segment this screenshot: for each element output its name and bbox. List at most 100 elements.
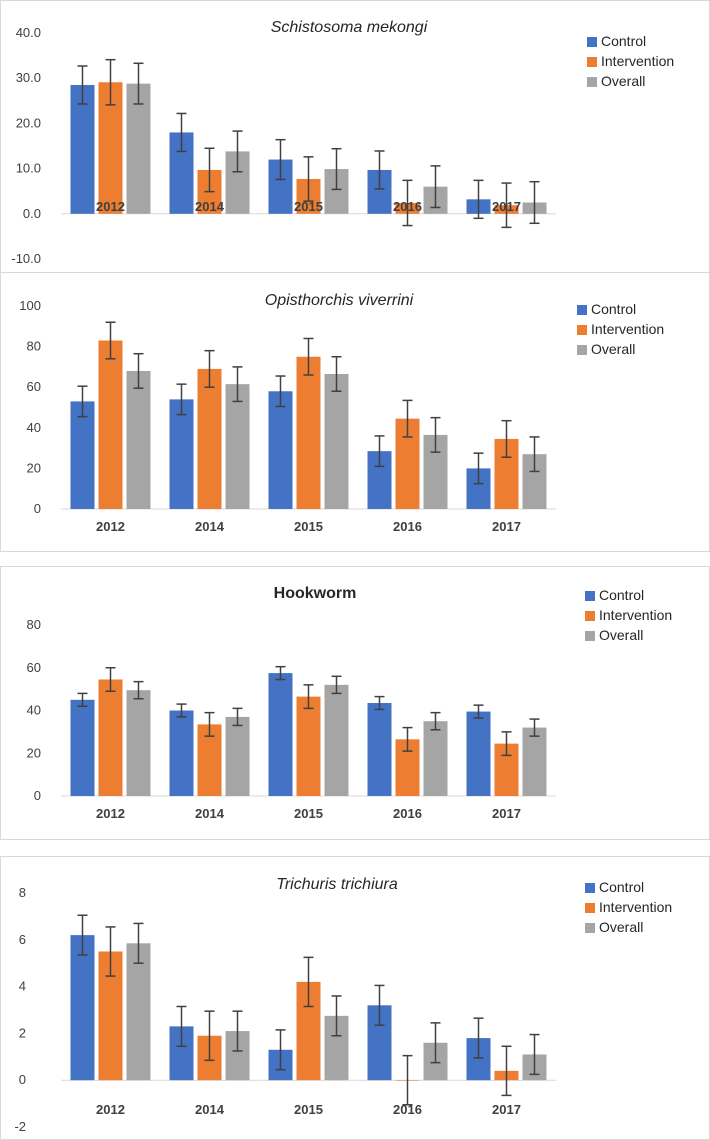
legend-swatch-control: [585, 883, 595, 893]
bar-overall-2012: [126, 943, 151, 1081]
y-tick-label: 40: [27, 420, 41, 435]
legend-label-intervention: Intervention: [599, 899, 672, 915]
bar-overall-2017: [522, 727, 547, 796]
y-tick-label: 0: [34, 501, 41, 516]
x-category-label: 2014: [195, 519, 225, 534]
legend-label-overall: Overall: [601, 73, 645, 89]
x-category-label: 2015: [294, 199, 323, 214]
legend-swatch-overall: [587, 77, 597, 87]
chart-panel-schistosoma: -10.0 0.0 10.0 20.0 30.0 40.0 Schistosoma meko…: [0, 0, 710, 273]
bar-overall-2014: [225, 716, 250, 796]
bar-intervention-2015: [296, 696, 321, 796]
x-category-label: 2016: [393, 806, 422, 821]
y-tick-label: 80: [27, 617, 41, 632]
chart-title: Schistosoma mekongi: [271, 19, 428, 36]
x-category-label: 2014: [195, 199, 225, 214]
y-tick-label: 0: [19, 1072, 26, 1087]
y-tick-label: -10.0: [11, 251, 41, 266]
legend-swatch-overall: [585, 631, 595, 641]
legend-swatch-intervention: [577, 325, 587, 335]
legend-label-control: Control: [591, 301, 636, 317]
y-tick-label: 30.0: [16, 70, 41, 85]
bar-control-2012: [70, 401, 95, 509]
legend-swatch-control: [585, 591, 595, 601]
bar-control-2012: [70, 935, 95, 1081]
y-tick-label: 20.0: [16, 115, 41, 130]
x-category-label: 2012: [96, 199, 125, 214]
chart-title: Opisthorchis viverrini: [265, 292, 414, 309]
legend-label-intervention: Intervention: [591, 321, 664, 337]
y-tick-label: 60: [27, 660, 41, 675]
x-category-label: 2012: [96, 1102, 125, 1117]
y-tick-label: 2: [19, 1025, 26, 1040]
x-category-label: 2016: [393, 519, 422, 534]
y-tick-label: 8: [19, 885, 26, 900]
x-category-label: 2016: [393, 1102, 422, 1117]
legend-label-intervention: Intervention: [601, 53, 674, 69]
x-category-label: 2015: [294, 1102, 323, 1117]
chart-panel-hookworm: 0 20 40 60 80 Hookworm 2012 2014 2015 2016 2017 Con…: [0, 566, 710, 840]
bar-intervention-2012: [98, 679, 123, 796]
bar-control-2017: [466, 711, 491, 796]
legend-swatch-intervention: [587, 57, 597, 67]
chart-hookworm: 0 20 40 60 80 Hookworm 2012 2014 2015 2016 2017 Con…: [27, 585, 673, 821]
y-tick-label: 4: [19, 979, 26, 994]
bar-control-2016: [367, 703, 392, 796]
bar-control-2015: [268, 391, 293, 509]
y-tick-label: 20: [27, 745, 41, 760]
y-tick-label: 60: [27, 379, 41, 394]
x-category-label: 2016: [393, 199, 422, 214]
legend-label-overall: Overall: [599, 627, 643, 643]
bar-control-2012: [70, 84, 95, 214]
legend-swatch-overall: [585, 923, 595, 933]
bar-overall-2012: [126, 83, 151, 214]
chart-trichuris-trichiura: -2 0 2 4 6 8 Trichuris trichiura 2012 2014 2015 20…: [14, 876, 672, 1134]
legend-swatch-intervention: [585, 903, 595, 913]
y-tick-label: 10.0: [16, 161, 41, 176]
legend-label-control: Control: [599, 879, 644, 895]
y-tick-label: 6: [19, 932, 26, 947]
legend-swatch-overall: [577, 345, 587, 355]
bar-control-2014: [169, 399, 194, 509]
legend-label-intervention: Intervention: [599, 607, 672, 623]
bar-overall-2016: [423, 721, 448, 796]
y-tick-label: 20: [27, 460, 41, 475]
y-tick-label: 0: [34, 788, 41, 803]
bar-overall-2012: [126, 370, 151, 509]
bar-intervention-2015: [296, 356, 321, 509]
x-category-label: 2017: [492, 519, 521, 534]
chart-panel-opisthorchis: 0 20 40 60 80 100 Opisthorchis viverrini 2012 20…: [0, 272, 710, 552]
bar-control-2012: [70, 699, 95, 796]
chart-title: Trichuris trichiura: [276, 876, 398, 893]
legend-label-control: Control: [601, 33, 646, 49]
x-category-label: 2012: [96, 519, 125, 534]
bar-overall-2015: [324, 684, 349, 796]
bar-intervention-2012: [98, 340, 123, 509]
bar-control-2014: [169, 710, 194, 796]
bar-intervention-2014: [197, 368, 222, 509]
chart-panel-trichuris: -2 0 2 4 6 8 Trichuris trichiura 2012 2014 2015 20…: [0, 856, 710, 1140]
chart-schistosoma-mekongi: -10.0 0.0 10.0 20.0 30.0 40.0 Schistosoma meko…: [11, 19, 674, 266]
bar-overall-2015: [324, 374, 349, 509]
legend-swatch-intervention: [585, 611, 595, 621]
legend-label-overall: Overall: [591, 341, 635, 357]
x-category-label: 2017: [492, 806, 521, 821]
y-tick-label: 0.0: [23, 206, 41, 221]
legend-label-overall: Overall: [599, 919, 643, 935]
y-tick-label: 40: [27, 703, 41, 718]
bar-overall-2012: [126, 690, 151, 796]
chart-opisthorchis-viverrini: 0 20 40 60 80 100 Opisthorchis viverrini 2012 20…: [19, 292, 664, 534]
y-tick-label: -2: [14, 1119, 26, 1134]
legend-swatch-control: [587, 37, 597, 47]
x-category-label: 2015: [294, 519, 323, 534]
y-tick-label: 80: [27, 339, 41, 354]
bar-control-2015: [268, 673, 293, 796]
legend-swatch-control: [577, 305, 587, 315]
legend-label-control: Control: [599, 587, 644, 603]
y-tick-label: 40.0: [16, 25, 41, 40]
x-category-label: 2017: [492, 199, 521, 214]
x-category-label: 2012: [96, 806, 125, 821]
x-category-label: 2014: [195, 1102, 225, 1117]
x-category-label: 2017: [492, 1102, 521, 1117]
x-category-label: 2015: [294, 806, 323, 821]
